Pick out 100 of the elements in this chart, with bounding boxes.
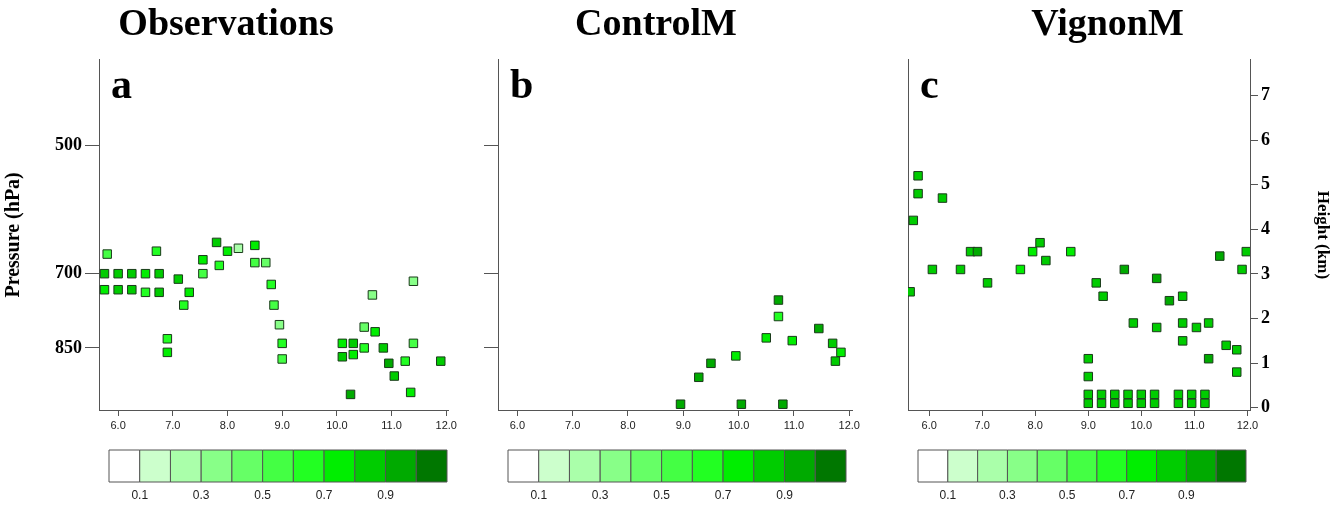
point bbox=[179, 300, 189, 310]
point bbox=[198, 255, 208, 265]
y2-tick-label: 4 bbox=[1261, 217, 1270, 238]
point bbox=[184, 287, 194, 298]
x-tick-label: 11.0 bbox=[381, 418, 402, 431]
x-tick-label: 9.0 bbox=[1080, 418, 1096, 431]
point bbox=[113, 268, 123, 279]
point bbox=[154, 268, 164, 279]
y2-tick-label: 1 bbox=[1261, 351, 1270, 372]
point bbox=[405, 387, 416, 398]
x-tick-label: 8.0 bbox=[219, 418, 236, 431]
y2-tick-label: 7 bbox=[1261, 84, 1270, 105]
point bbox=[706, 358, 716, 369]
point bbox=[345, 389, 356, 400]
x-tick-label: 11.0 bbox=[783, 418, 805, 431]
y-tick-label: 500 bbox=[55, 133, 82, 154]
x-tick-label: 7.0 bbox=[165, 418, 181, 431]
point bbox=[836, 347, 846, 358]
color-bar-label: 0.5 bbox=[254, 488, 272, 503]
x-tick-label: 12.0 bbox=[1236, 418, 1259, 431]
x-tick-label: 12.0 bbox=[838, 418, 860, 431]
annotation: c bbox=[920, 60, 939, 107]
color-bar-label: 0.7 bbox=[315, 488, 333, 503]
point bbox=[99, 268, 110, 279]
color-bar-label: 0.5 bbox=[653, 488, 671, 503]
point bbox=[277, 338, 287, 349]
color-bar-label: 0.1 bbox=[131, 488, 149, 503]
x-tick-label: 11.0 bbox=[1184, 418, 1205, 431]
point bbox=[274, 319, 285, 330]
point bbox=[694, 372, 704, 383]
x-tick-label: 9.0 bbox=[274, 418, 290, 431]
x-tick-label: 8.0 bbox=[620, 418, 636, 431]
x-tick-label: 10.0 bbox=[1130, 418, 1153, 431]
point bbox=[378, 343, 389, 353]
color-bar-label: 0.3 bbox=[192, 488, 210, 503]
point bbox=[814, 323, 824, 334]
point bbox=[830, 356, 841, 366]
point bbox=[277, 354, 287, 364]
chart-title: ControlM bbox=[575, 0, 737, 43]
color-bar-label: 0.7 bbox=[714, 488, 732, 503]
point bbox=[140, 287, 151, 298]
point bbox=[127, 284, 137, 295]
point bbox=[773, 311, 784, 322]
y2-tick-label: 3 bbox=[1261, 262, 1270, 283]
y-axis-title: Pressure (hPa) bbox=[1, 172, 25, 298]
x-tick-label: 6.0 bbox=[921, 418, 937, 431]
point bbox=[266, 279, 276, 290]
point bbox=[731, 351, 741, 361]
color-bar-label: 0.7 bbox=[1118, 488, 1136, 503]
color-bar-label: 0.9 bbox=[776, 488, 794, 503]
color-bar-label: 0.3 bbox=[591, 488, 609, 503]
point bbox=[162, 334, 173, 344]
point bbox=[140, 268, 151, 279]
point bbox=[384, 358, 394, 369]
point bbox=[113, 284, 123, 295]
y2-tick-label: 5 bbox=[1261, 173, 1270, 194]
point bbox=[127, 268, 137, 279]
point bbox=[214, 260, 225, 271]
point bbox=[400, 356, 410, 366]
point bbox=[773, 295, 784, 305]
x-tick-label: 7.0 bbox=[974, 418, 990, 431]
x-tick-label: 6.0 bbox=[110, 418, 126, 431]
chart-title: Observations bbox=[118, 0, 334, 43]
y-tick-label: 850 bbox=[55, 336, 82, 357]
point bbox=[337, 352, 348, 362]
point bbox=[787, 335, 798, 346]
point bbox=[151, 246, 162, 256]
point bbox=[348, 349, 359, 360]
point bbox=[389, 371, 400, 381]
point bbox=[162, 347, 173, 358]
point bbox=[173, 274, 184, 284]
point bbox=[675, 399, 686, 409]
point bbox=[359, 343, 369, 353]
annotation: a bbox=[111, 60, 132, 107]
color-bar-label: 0.9 bbox=[377, 488, 395, 503]
color-bar-label: 0.1 bbox=[939, 488, 957, 503]
point bbox=[348, 338, 359, 349]
color-bar-label: 0.3 bbox=[999, 488, 1017, 503]
point bbox=[367, 290, 378, 300]
x-tick-label: 10.0 bbox=[326, 418, 348, 431]
point bbox=[250, 257, 260, 268]
point bbox=[337, 338, 348, 349]
annotation: b bbox=[510, 60, 534, 107]
x-tick-label: 7.0 bbox=[565, 418, 581, 431]
x-tick-label: 8.0 bbox=[1027, 418, 1043, 431]
point bbox=[359, 322, 369, 332]
point bbox=[211, 237, 222, 248]
color-bar-label: 0.5 bbox=[1058, 488, 1076, 503]
point bbox=[370, 327, 380, 337]
chart-title: VignonM bbox=[1031, 0, 1184, 43]
y2-tick-label: 0 bbox=[1261, 396, 1270, 417]
point bbox=[261, 257, 271, 268]
x-tick-label: 9.0 bbox=[675, 418, 691, 431]
point bbox=[269, 300, 279, 310]
point bbox=[250, 240, 260, 251]
point bbox=[408, 276, 419, 286]
point bbox=[778, 399, 788, 409]
point bbox=[102, 249, 112, 259]
point bbox=[198, 268, 208, 279]
x-tick-label: 10.0 bbox=[727, 418, 750, 431]
